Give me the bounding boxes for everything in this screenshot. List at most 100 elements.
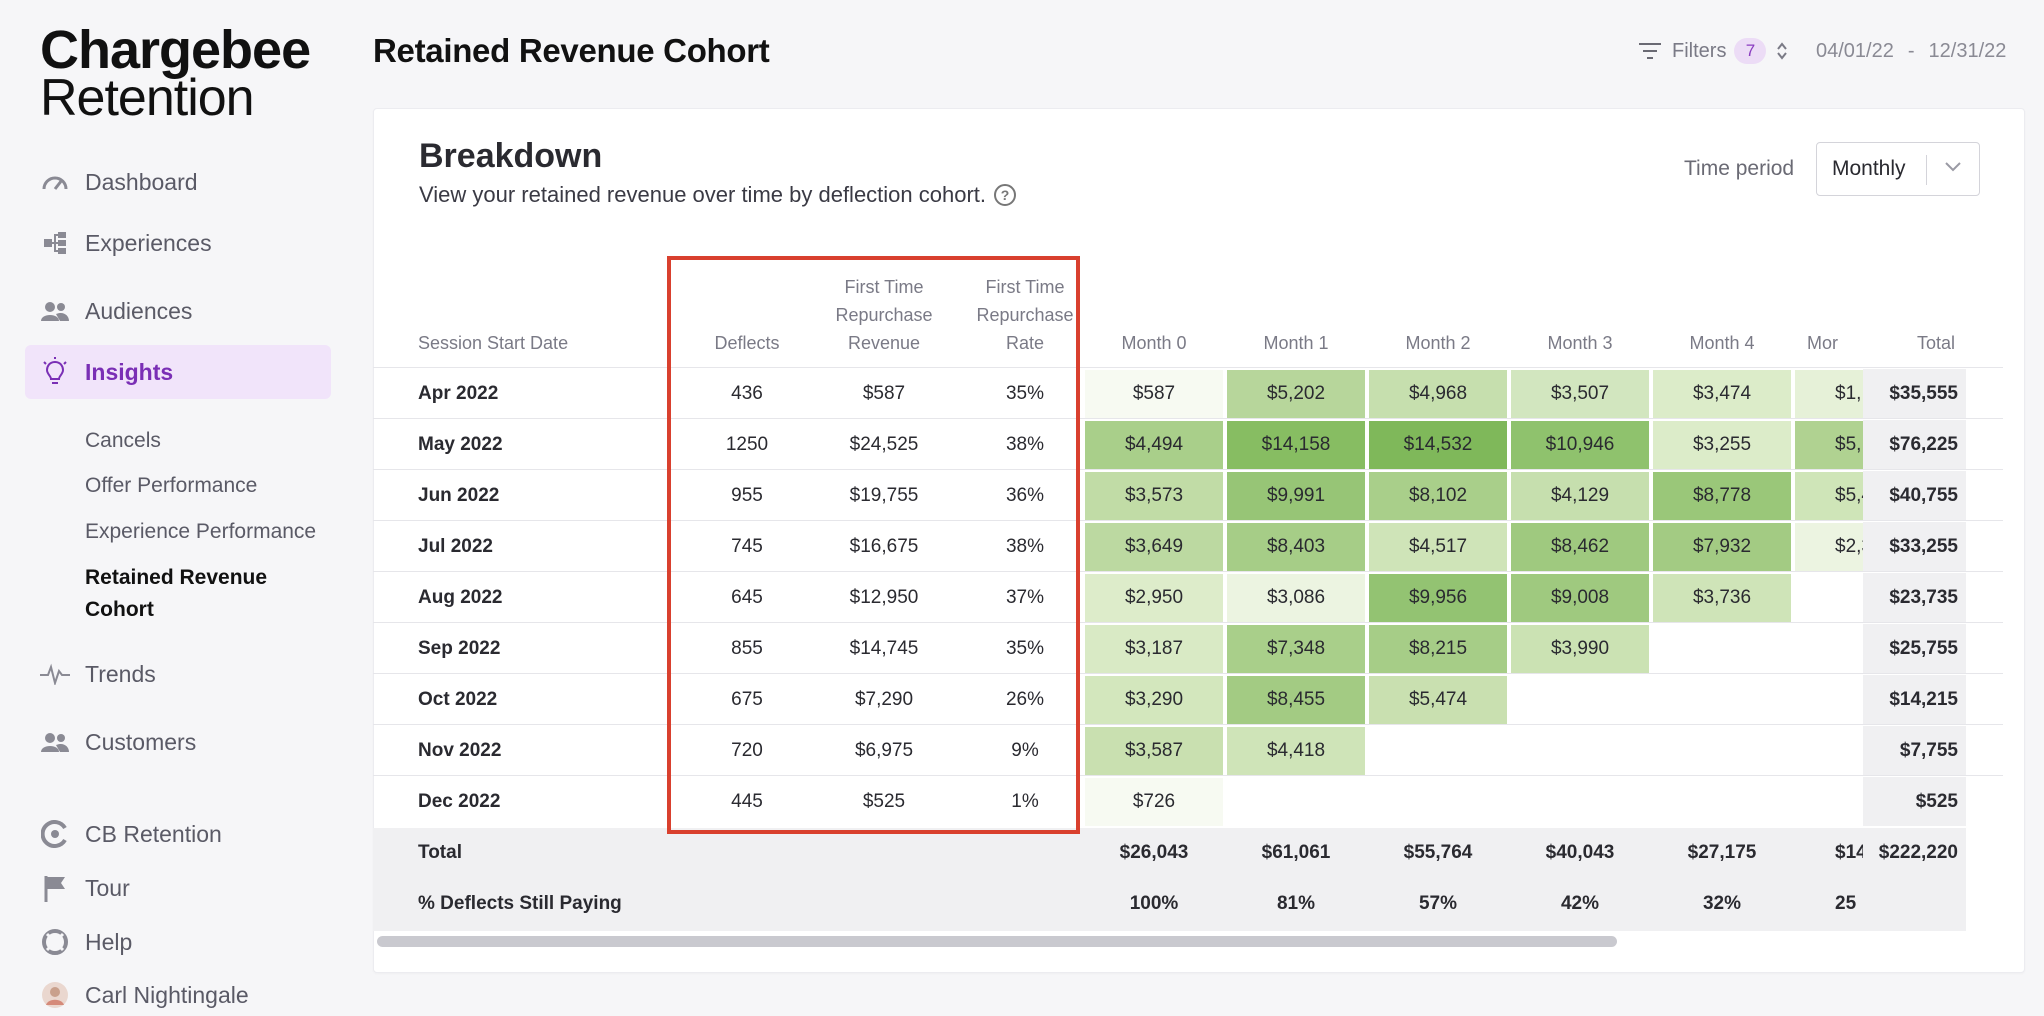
- cell-total: $25,755: [1863, 624, 1966, 673]
- cell-total: $35,555: [1863, 369, 1966, 418]
- cell-month-1: $4,418: [1227, 727, 1365, 775]
- footer-pct-month-0: 100%: [1129, 893, 1179, 914]
- brand-logo[interactable]: Chargebee Retention: [40, 23, 311, 123]
- row-divider: [373, 673, 2003, 674]
- nav-user[interactable]: Carl Nightingale: [40, 975, 249, 1015]
- cell-total: $33,255: [1863, 522, 1966, 571]
- cell-deflects: 745: [731, 535, 763, 557]
- table-row[interactable]: Aug 2022 645 $12,950 37% $2,950 $3,086 $9,956 $…: [373, 572, 2003, 623]
- footer-total-month-3: $40,043: [1545, 842, 1615, 863]
- cell-month-1: $8,403: [1227, 523, 1365, 571]
- filters-button[interactable]: Filters 7: [1638, 38, 1788, 64]
- row-divider: [373, 622, 2003, 623]
- nav-dashboard[interactable]: Dashboard: [40, 162, 198, 202]
- cell-month-3: [1511, 676, 1649, 724]
- cell-month-0: $587: [1085, 370, 1223, 418]
- row-date: Dec 2022: [418, 790, 501, 812]
- nav-tour-label: Tour: [85, 874, 130, 901]
- cell-rev: $16,675: [849, 535, 919, 557]
- date-end: 12/31/22: [1928, 40, 2007, 62]
- row-date: Nov 2022: [418, 739, 502, 761]
- footer-grand-total: $222,220: [1878, 842, 1958, 863]
- cohort-table: Session Start Date Deflects First Time R…: [373, 263, 2003, 931]
- nav-customers-label: Customers: [85, 728, 197, 755]
- nav-help-label: Help: [85, 928, 133, 955]
- cell-total: $525: [1863, 777, 1966, 826]
- table-row[interactable]: Jul 2022 745 $16,675 38% $3,649 $8,403 $4,517 $…: [373, 521, 2003, 572]
- subnav-offer-performance[interactable]: Offer Performance: [85, 474, 258, 497]
- cell-rev: $14,745: [849, 637, 919, 659]
- row-divider: [373, 571, 2003, 572]
- cell-deflects: 855: [731, 637, 763, 659]
- cell-total: $40,755: [1863, 471, 1966, 520]
- page-title: Retained Revenue Cohort: [373, 32, 770, 69]
- cell-rev: $7,290: [854, 688, 914, 710]
- cell-month-0: $2,950: [1085, 574, 1223, 622]
- subnav-cancels[interactable]: Cancels: [85, 429, 161, 452]
- subnav-retained-revenue-cohort[interactable]: Retained Revenue Cohort: [85, 562, 267, 626]
- table-row[interactable]: Oct 2022 675 $7,290 26% $3,290 $8,455 $5,474 $1…: [373, 674, 2003, 725]
- table-row[interactable]: Sep 2022 855 $14,745 35% $3,187 $7,348 $8,215 $…: [373, 623, 2003, 674]
- cell-month-3: $3,990: [1511, 625, 1649, 673]
- row-date: Apr 2022: [418, 382, 499, 404]
- cell-month-1: $14,158: [1227, 421, 1365, 469]
- col-header-ftr-rate: First Time Repurchase Rate: [950, 273, 1100, 357]
- flowchart-icon: [40, 228, 70, 258]
- cell-month-3: $4,129: [1511, 472, 1649, 520]
- table-row[interactable]: Nov 2022 720 $6,975 9% $3,587 $4,418 $7,755: [373, 725, 2003, 776]
- cell-rev: $587: [862, 382, 906, 404]
- time-period-select[interactable]: Monthly: [1816, 142, 1980, 196]
- cell-rate: 38%: [1005, 535, 1045, 557]
- horizontal-scrollbar[interactable]: [377, 936, 1617, 947]
- footer-pct-month-4: 32%: [1702, 893, 1742, 914]
- gauge-icon: [40, 167, 70, 197]
- pulse-icon: [40, 659, 70, 689]
- cell-month-4: [1653, 625, 1791, 673]
- filters-count-badge: 7: [1734, 38, 1767, 64]
- nav-tour[interactable]: Tour: [40, 868, 130, 908]
- row-divider: [373, 418, 2003, 419]
- cell-month-5: $1,: [1795, 370, 1863, 418]
- nav-experiences[interactable]: Experiences: [40, 223, 212, 263]
- avatar: [40, 980, 70, 1010]
- cell-month-4: $3,736: [1653, 574, 1791, 622]
- cell-month-4: $3,255: [1653, 421, 1791, 469]
- cell-deflects: 955: [731, 484, 763, 506]
- sort-chevrons-icon: [1776, 41, 1788, 61]
- users-icon: [40, 296, 70, 326]
- date-range[interactable]: 04/01/22 - 12/31/22: [1816, 40, 2006, 63]
- cell-month-2: $8,215: [1369, 625, 1507, 673]
- cell-month-0: $3,573: [1085, 472, 1223, 520]
- lightbulb-icon: [40, 357, 70, 387]
- nav-audiences[interactable]: Audiences: [40, 291, 192, 331]
- nav-customers[interactable]: Customers: [40, 722, 196, 762]
- cell-deflects: 445: [731, 790, 763, 812]
- cell-month-2: $9,956: [1369, 574, 1507, 622]
- help-circle-icon[interactable]: ?: [994, 184, 1017, 206]
- col-header-month-1: Month 1: [1263, 333, 1329, 353]
- cell-deflects: 675: [731, 688, 763, 710]
- table-row[interactable]: Apr 2022 436 $587 35% $587 $5,202 $4,968 $3,507…: [373, 368, 2003, 419]
- cell-month-5: $2,3: [1795, 523, 1863, 571]
- col-header-session: Session Start Date: [418, 333, 569, 353]
- table-row[interactable]: May 2022 1250 $24,525 38% $4,494 $14,158 $14,5…: [373, 419, 2003, 470]
- table-row[interactable]: Jun 2022 955 $19,755 36% $3,573 $9,991 $8,102 $…: [373, 470, 2003, 521]
- cell-total: $7,755: [1863, 726, 1966, 775]
- col-header-ftr-rate-l1: First Time: [985, 277, 1065, 297]
- col-header-month-4: Month 4: [1689, 333, 1755, 353]
- cell-month-4: $3,474: [1653, 370, 1791, 418]
- col-header-month-2: Month 2: [1405, 333, 1471, 353]
- footer-total-month-1: $61,061: [1261, 842, 1331, 863]
- subnav-experience-performance[interactable]: Experience Performance: [85, 520, 317, 543]
- nav-help[interactable]: Help: [40, 922, 132, 962]
- nav-cb-retention[interactable]: CB Retention: [40, 814, 222, 854]
- nav-trends[interactable]: Trends: [40, 654, 156, 694]
- nav-insights[interactable]: Insights: [25, 345, 331, 399]
- row-date: Aug 2022: [418, 586, 503, 608]
- footer-total-month-4: $27,175: [1687, 842, 1757, 863]
- cell-month-2: [1369, 727, 1507, 775]
- row-divider: [373, 775, 2003, 776]
- cell-rate: 35%: [1005, 637, 1045, 659]
- table-row[interactable]: Dec 2022 445 $525 1% $726 $525: [373, 776, 2003, 827]
- footer-pct-month-2: 57%: [1418, 893, 1458, 914]
